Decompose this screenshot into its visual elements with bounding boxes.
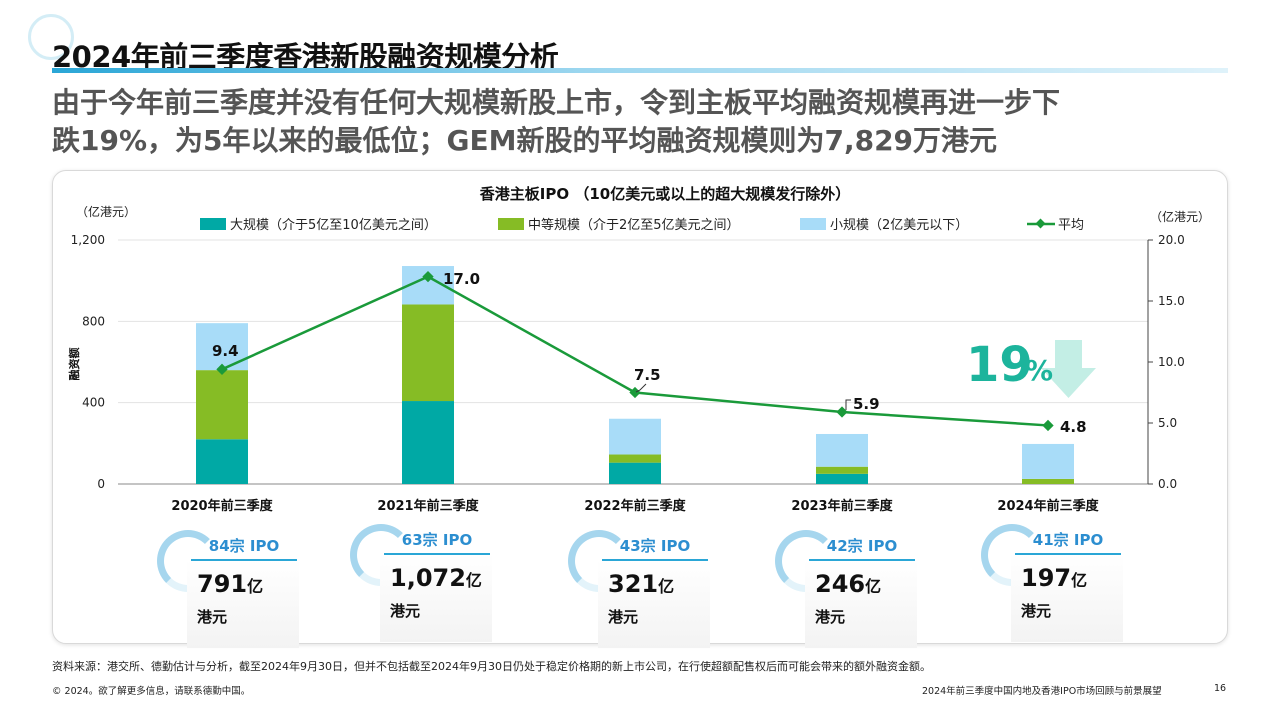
bar-segment <box>816 473 868 484</box>
title-rule <box>52 68 1228 73</box>
bar-segment <box>402 304 454 402</box>
card-amount-value: 1,072 <box>390 564 466 592</box>
card-amount-unit: 亿 <box>658 577 675 596</box>
card-box: 321亿港元 <box>598 560 710 648</box>
card-box: 791亿港元 <box>187 560 299 648</box>
leader-line <box>635 383 647 393</box>
average-point <box>216 363 228 375</box>
bar-segment <box>609 462 661 484</box>
y-left-tick-label: 0 <box>97 477 105 491</box>
subtitle-line-1: 由于今年前三季度并没有任何大规模新股上市，令到主板平均融资规模再进一步下 <box>52 86 1061 119</box>
legend-swatch <box>800 218 826 230</box>
report-name: 2024年前三季度中国内地及香港IPO市场回顾与前景展望 <box>922 686 1162 697</box>
y-right-tick-label: 5.0 <box>1158 416 1177 430</box>
card-box: 197亿港元 <box>1011 554 1123 642</box>
legend-label: 平均 <box>1058 218 1084 233</box>
card-ipo-count: 43宗 IPO <box>602 535 708 561</box>
y-left-label: 融资额 <box>67 348 81 381</box>
y-left-tick-label: 1,200 <box>71 233 105 247</box>
average-data-label: 17.0 <box>443 270 480 288</box>
decline-annotation-number: 19 <box>966 337 1033 393</box>
average-point <box>1042 419 1054 432</box>
card-currency: 港元 <box>390 602 421 620</box>
card-amount-value: 791 <box>197 570 248 598</box>
bar-segment <box>196 370 248 440</box>
ipo-summary-card: 791亿 港元 84宗 IPO <box>157 530 299 648</box>
ipo-summary-card: 246亿 港元 42宗 IPO <box>775 530 917 648</box>
card-ipo-count: 41宗 IPO <box>1015 529 1121 555</box>
card-currency: 港元 <box>608 608 639 626</box>
average-point <box>629 386 641 399</box>
legend-label: 中等规模（介于2亿至5亿美元之间） <box>528 217 740 233</box>
average-data-label: 5.9 <box>853 395 880 413</box>
bar-segment <box>609 418 661 455</box>
bar-segment <box>402 401 454 484</box>
chart-title: 香港主板IPO （10亿美元或以上的超大规模发行除外） <box>480 185 850 203</box>
x-tick-label: 2020年前三季度 <box>171 498 273 514</box>
x-tick-label: 2022年前三季度 <box>584 498 686 514</box>
card-amount-value: 197 <box>1021 564 1072 592</box>
decline-annotation-unit: % <box>1025 354 1053 387</box>
down-arrow-icon <box>1041 340 1096 398</box>
bar-segment <box>816 466 868 474</box>
card-amount: 197亿 <box>1021 564 1087 592</box>
card-currency: 港元 <box>1021 602 1052 620</box>
leader-line <box>845 399 851 410</box>
y-right-tick-label: 20.0 <box>1158 233 1185 247</box>
decorative-ring <box>28 14 74 60</box>
y-left-tick-label: 400 <box>82 396 105 410</box>
bar-segment <box>609 454 661 463</box>
average-data-label: 9.4 <box>212 342 239 360</box>
bar-segment <box>196 439 248 484</box>
average-point <box>422 270 434 283</box>
page-number: 16 <box>1214 683 1227 694</box>
y-right-tick-label: 0.0 <box>1158 477 1177 491</box>
card-currency: 港元 <box>815 608 846 626</box>
card-box: 1,072亿港元 <box>380 554 492 642</box>
legend-swatch <box>200 218 226 230</box>
x-tick-label: 2021年前三季度 <box>377 498 479 514</box>
ipo-summary-card: 1,072亿 港元 63宗 IPO <box>350 524 492 642</box>
card-ipo-count: 42宗 IPO <box>809 535 915 561</box>
copyright: © 2024。欲了解更多信息，请联系德勤中国。 <box>52 686 251 697</box>
card-amount-value: 246 <box>815 570 866 598</box>
card-ipo-count: 84宗 IPO <box>191 535 297 561</box>
legend-label: 小规模（2亿美元以下） <box>830 218 968 233</box>
legend-swatch <box>498 218 524 230</box>
card-amount-unit: 亿 <box>865 577 882 596</box>
card-amount-unit: 亿 <box>465 571 482 590</box>
average-data-label: 4.8 <box>1060 418 1087 436</box>
source-note: 资料来源：港交所、德勤估计与分析，截至2024年9月30日，但并不包括截至202… <box>52 660 931 673</box>
card-ipo-count: 63宗 IPO <box>384 529 490 555</box>
y-right-tick-label: 10.0 <box>1158 355 1185 369</box>
bar-segment <box>816 433 868 467</box>
average-data-label: 7.5 <box>634 366 661 384</box>
card-amount-value: 321 <box>608 570 659 598</box>
bar-segment <box>1022 478 1074 484</box>
bar-segment <box>1022 443 1074 479</box>
card-currency: 港元 <box>197 608 228 626</box>
card-amount-unit: 亿 <box>247 577 264 596</box>
card-amount: 321亿 <box>608 570 674 598</box>
page-subtitle: 由于今年前三季度并没有任何大规模新股上市，令到主板平均融资规模再进一步下 跌19… <box>52 84 1222 160</box>
y-left-tick-label: 800 <box>82 314 105 328</box>
card-amount: 246亿 <box>815 570 881 598</box>
ipo-summary-card: 197亿 港元 41宗 IPO <box>981 524 1123 642</box>
card-amount: 1,072亿 <box>390 564 482 592</box>
legend-marker <box>1035 218 1046 229</box>
x-tick-label: 2023年前三季度 <box>791 498 893 514</box>
card-amount-unit: 亿 <box>1071 571 1088 590</box>
y-right-tick-label: 15.0 <box>1158 294 1185 308</box>
card-box: 246亿港元 <box>805 560 917 648</box>
y-right-unit: （亿港元） <box>1150 209 1210 224</box>
y-left-unit: （亿港元） <box>76 204 136 219</box>
subtitle-line-2: 跌19%，为5年以来的最低位；GEM新股的平均融资规模则为7,829万港元 <box>52 124 998 157</box>
ipo-summary-card: 321亿 港元 43宗 IPO <box>568 530 710 648</box>
x-tick-label: 2024年前三季度 <box>997 498 1099 514</box>
legend-label: 大规模（介于5亿至10亿美元之间） <box>230 218 437 233</box>
card-amount: 791亿 <box>197 570 263 598</box>
average-point <box>836 406 848 418</box>
